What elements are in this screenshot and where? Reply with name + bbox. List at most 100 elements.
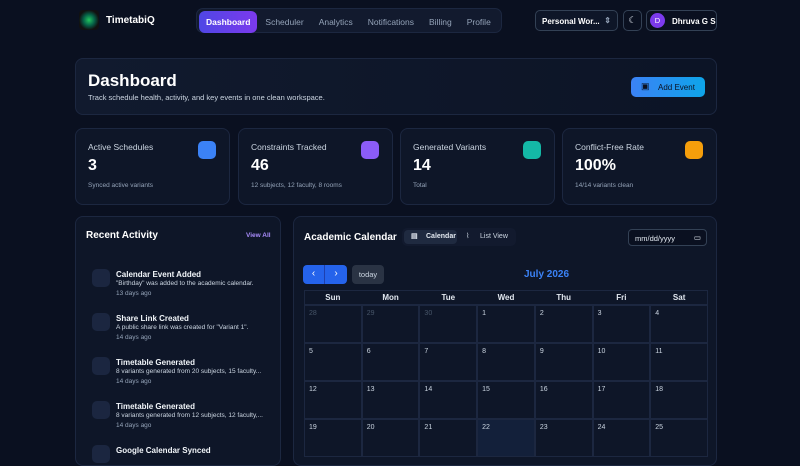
stat-value: 100%: [575, 157, 616, 174]
panel-title: Academic Calendar: [304, 232, 397, 243]
activity-icon: [92, 269, 110, 287]
day-cell[interactable]: 5: [304, 343, 362, 381]
page-subtitle: Track schedule health, activity, and key…: [88, 93, 325, 102]
user-name: Dhruva G S: [672, 17, 716, 26]
day-cell[interactable]: 25: [650, 419, 708, 457]
day-cell[interactable]: 3: [592, 305, 651, 343]
activity-time: 14 days ago: [116, 378, 152, 385]
month-title: July 2026: [524, 269, 570, 280]
stat-icon: [523, 141, 541, 159]
stat-value: 46: [251, 157, 269, 174]
nav-link[interactable]: Billing: [429, 17, 452, 27]
nav-link[interactable]: Dashboard: [199, 11, 258, 33]
panel-title: Recent Activity: [86, 230, 158, 241]
brand[interactable]: TimetabiQ: [106, 15, 155, 26]
day-cell[interactable]: 20: [361, 419, 420, 457]
day-cell[interactable]: 13: [361, 381, 420, 419]
day-cell[interactable]: 10: [592, 343, 651, 381]
day-cell[interactable]: 17: [592, 381, 651, 419]
icon: ▤: [411, 233, 418, 240]
tab-label: List View: [480, 233, 508, 240]
icon: ▭: [693, 233, 701, 242]
nav-link[interactable]: Analytics: [318, 17, 353, 27]
weekday: Mon: [382, 293, 399, 302]
stat-card: Active Schedules 3 Synced active variants: [75, 128, 230, 205]
activity-text: A public share link was created for "Var…: [116, 324, 249, 331]
day-cell[interactable]: 29: [361, 305, 420, 343]
activity-icon: [92, 313, 110, 331]
day-cell[interactable]: 21: [419, 419, 478, 457]
nav-link[interactable]: Profile: [466, 17, 491, 27]
day-cell[interactable]: 28: [304, 305, 362, 343]
tab[interactable]: ⌇ List View: [464, 233, 508, 240]
day-cell[interactable]: 6: [361, 343, 420, 381]
add-event-button[interactable]: ▣ Add Event: [631, 77, 705, 97]
date-input[interactable]: mm/dd/yyyy ▭: [628, 229, 707, 246]
logo[interactable]: [79, 10, 99, 30]
activity-title: Google Calendar Synced: [116, 446, 211, 455]
day-cell[interactable]: 15: [477, 381, 535, 419]
hero: Dashboard Track schedule health, activit…: [75, 58, 717, 115]
tab[interactable]: ▤ Calendar: [404, 230, 457, 244]
nav-link[interactable]: Notifications: [367, 17, 415, 27]
stat-label: Generated Variants: [413, 142, 487, 152]
activity-icon: [92, 357, 110, 375]
stat-icon: [361, 141, 379, 159]
day-cell[interactable]: 7: [419, 343, 478, 381]
day-cell[interactable]: 30: [419, 305, 478, 343]
activity-icon: [92, 445, 110, 463]
stat-card: Conflict-Free Rate 100% 14/14 variants cle…: [562, 128, 717, 205]
activity-text: "Birthday" was added to the academic cal…: [116, 280, 254, 287]
stat-value: 14: [413, 157, 431, 174]
day-cell[interactable]: 11: [650, 343, 708, 381]
activity-time: 13 days ago: [116, 290, 152, 297]
workspace-select[interactable]: Personal Wor... ⇕: [535, 10, 618, 31]
user-menu[interactable]: D Dhruva G S: [646, 10, 717, 31]
activity-time: 14 days ago: [116, 422, 152, 429]
next-button[interactable]: ›: [334, 268, 338, 279]
day-cell[interactable]: 18: [650, 381, 708, 419]
stat-note: 12 subjects, 12 faculty, 8 rooms: [251, 182, 342, 189]
day-cell[interactable]: 9: [534, 343, 593, 381]
day-cell[interactable]: 23: [534, 419, 593, 457]
calendar-panel: Academic Calendar ▤ Calendar ⌇ List View m…: [293, 216, 717, 466]
activity-title: Timetable Generated: [116, 358, 195, 367]
icon: ⌇: [466, 233, 470, 240]
prev-button[interactable]: ‹: [303, 265, 325, 284]
activity-icon: [92, 401, 110, 419]
day-cell[interactable]: 4: [650, 305, 708, 343]
stat-label: Active Schedules: [88, 142, 154, 152]
day-cell[interactable]: 24: [592, 419, 651, 457]
day-cell[interactable]: 2: [534, 305, 593, 343]
weekday: Sat: [672, 293, 686, 302]
nav-bar: Dashboard Scheduler Analytics Notifications…: [196, 8, 502, 33]
weekday: Thu: [556, 293, 572, 302]
stat-icon: [685, 141, 703, 159]
day-cell[interactable]: 16: [534, 381, 593, 419]
icon: ▣: [641, 81, 650, 91]
theme-toggle[interactable]: ☾: [623, 10, 642, 31]
day-cell[interactable]: 12: [304, 381, 362, 419]
today-button[interactable]: today: [352, 265, 384, 284]
view-all-link[interactable]: View All: [246, 232, 271, 239]
workspace: Personal Wor...: [542, 17, 600, 26]
day-cell[interactable]: 8: [477, 343, 535, 381]
stat-icon: [198, 141, 216, 159]
day-cell[interactable]: 19: [304, 419, 362, 457]
page: TimetabiQ Dashboard Scheduler Analytics Not…: [75, 8, 717, 466]
stat-card: Generated Variants 14 Total: [400, 128, 555, 205]
weekday: Fri: [616, 293, 627, 302]
placeholder: mm/dd/yyyy: [635, 234, 676, 243]
day-cell[interactable]: 1: [477, 305, 535, 343]
view-tabs: ▤ Calendar ⌇ List View: [402, 228, 516, 246]
weekday: Wed: [497, 293, 515, 302]
activity-text: 8 variants generated from 20 subjects, 1…: [116, 368, 262, 375]
stat-note: Synced active variants: [88, 182, 154, 189]
button-label: Add Event: [658, 83, 695, 92]
activity-time: 14 days ago: [116, 334, 152, 341]
weekday: Tue: [441, 293, 456, 302]
day-cell[interactable]: 22: [477, 419, 535, 457]
day-cell[interactable]: 14: [419, 381, 478, 419]
stat-card: Constraints Tracked 46 12 subjects, 12 fac…: [238, 128, 393, 205]
nav-link[interactable]: Scheduler: [265, 17, 304, 27]
